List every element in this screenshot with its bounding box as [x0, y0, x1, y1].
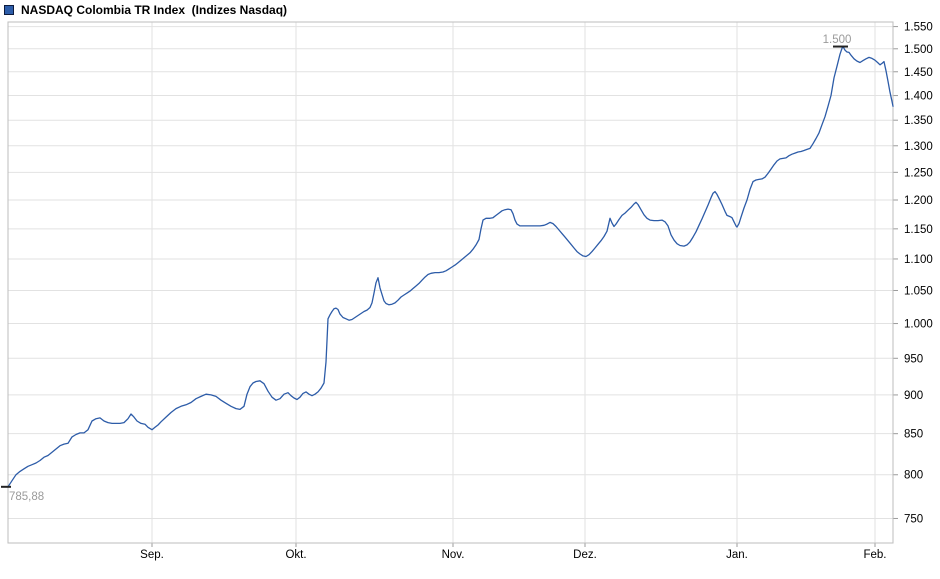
- y-axis-label: 1.050: [904, 285, 933, 297]
- y-axis-label: 850: [904, 429, 923, 441]
- y-axis-label: 1.450: [904, 67, 933, 79]
- plot-border: [7, 21, 894, 544]
- y-axis-label: 1.150: [904, 224, 933, 236]
- chart-title: NASDAQ Colombia TR Index (Indizes Nasdaq…: [21, 3, 288, 17]
- y-axis-label: 1.550: [904, 22, 933, 34]
- y-axis-label: 900: [904, 390, 923, 402]
- x-axis-label: Dez.: [573, 549, 597, 561]
- y-axis-label: 950: [904, 353, 923, 365]
- x-axis-label: Jan.: [726, 549, 748, 561]
- y-axis-label: 1.400: [904, 91, 933, 103]
- price-line: [7, 45, 894, 488]
- y-axis-label: 1.000: [904, 319, 933, 331]
- y-axis-label: 1.300: [904, 141, 933, 153]
- y-axis-label: 1.500: [904, 44, 933, 56]
- y-axis-label: 1.200: [904, 195, 933, 207]
- chart-legend: NASDAQ Colombia TR Index (Indizes Nasdaq…: [4, 2, 287, 18]
- x-axis-label: Feb.: [863, 549, 886, 561]
- x-axis-label: Sep.: [140, 549, 164, 561]
- low-marker-label: 785,88: [9, 491, 44, 503]
- y-axis-label: 1.100: [904, 254, 933, 266]
- y-axis-label: 750: [904, 513, 923, 525]
- y-axis-label: 1.350: [904, 115, 933, 127]
- x-axis-label: Okt.: [285, 549, 306, 561]
- y-axis-label: 800: [904, 470, 923, 482]
- y-axis-label: 1.250: [904, 167, 933, 179]
- high-marker-label: 1.500: [823, 34, 852, 46]
- series-legend-swatch: [4, 5, 14, 15]
- x-axis-label: Nov.: [442, 549, 465, 561]
